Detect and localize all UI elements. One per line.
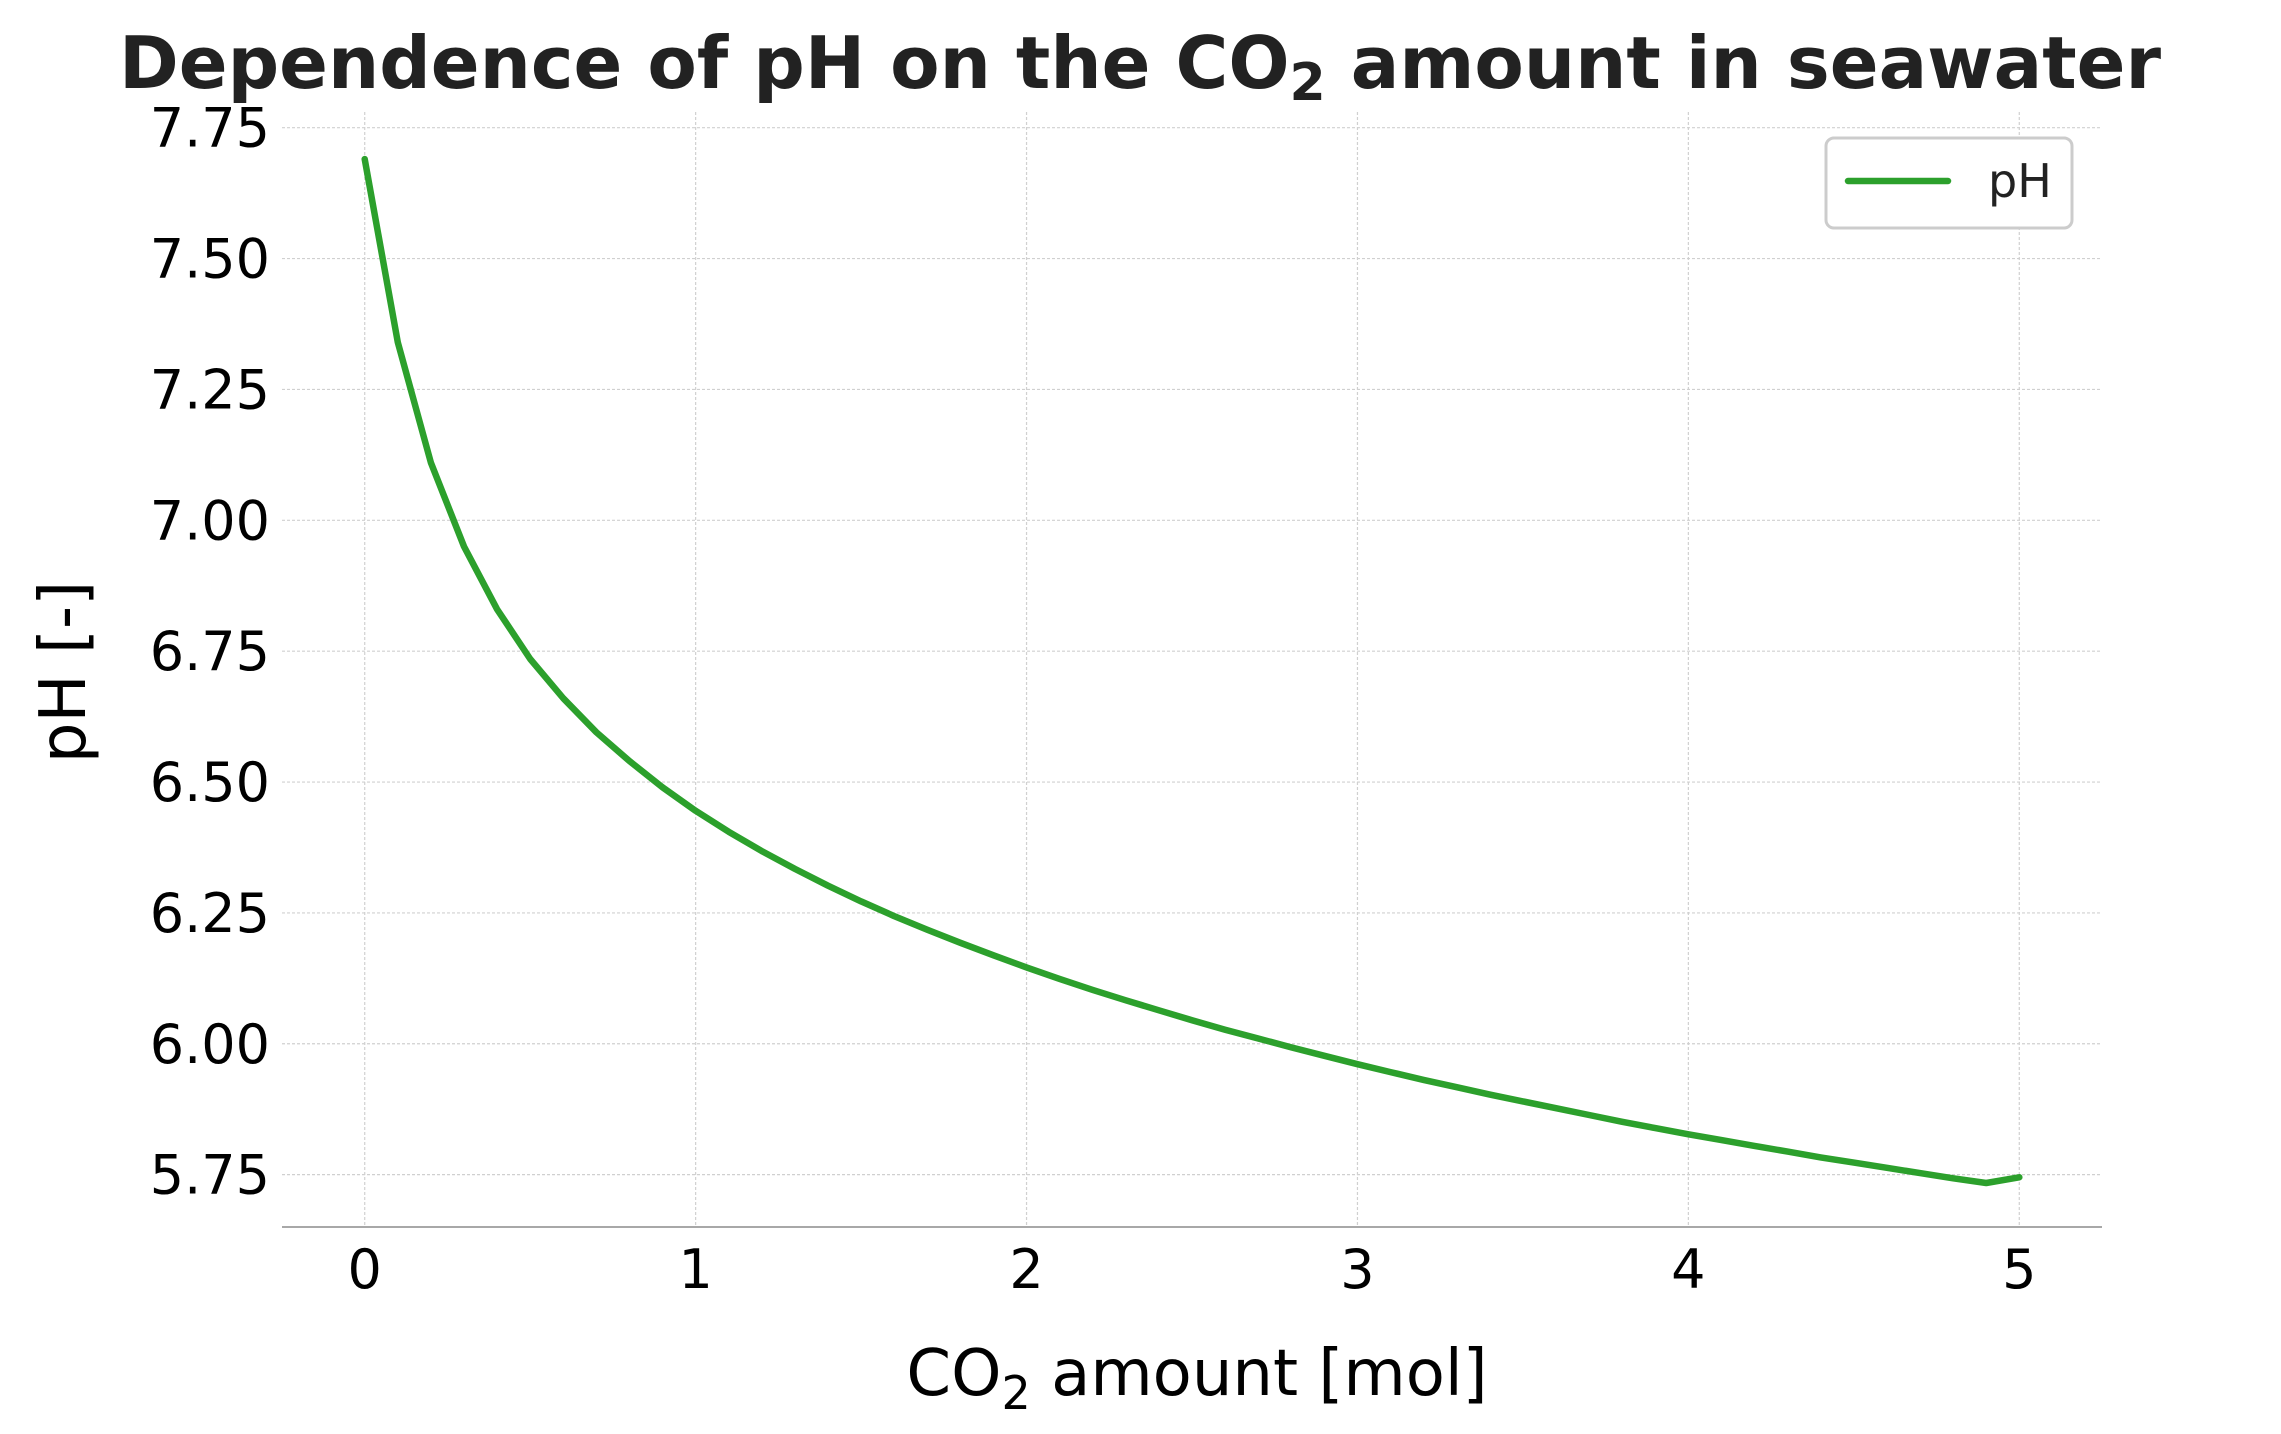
y-tick-label: 6.00 [150, 1013, 270, 1076]
y-tick-label: 6.25 [150, 882, 270, 945]
y-tick-label: 6.50 [150, 751, 270, 814]
y-tick-label: 5.75 [150, 1144, 270, 1207]
y-tick-label: 7.25 [150, 358, 270, 421]
y-axis-label: pH [-] [27, 581, 101, 763]
x-tick-label: 2 [1009, 1238, 1043, 1301]
x-tick-label: 4 [1671, 1238, 1705, 1301]
series-line-ph [361, 155, 2023, 1187]
x-axis-label: CO2 amount [mol] [906, 1337, 1487, 1420]
x-tick-label: 3 [1340, 1238, 1374, 1301]
x-tick-label: 5 [2002, 1238, 2036, 1301]
series [361, 155, 2023, 1187]
grid [282, 112, 2102, 1227]
y-tick-label: 7.50 [150, 228, 270, 291]
x-tick-label: 1 [678, 1238, 712, 1301]
y-tick-label: 7.75 [150, 97, 270, 160]
legend-label-ph: pH [1988, 154, 2052, 208]
x-tick-labels: 0 1 2 3 4 5 [348, 1238, 2037, 1301]
chart-title: Dependence of pH on the CO2 amount in se… [119, 21, 2162, 113]
y-tick-labels: 5.75 6.00 6.25 6.50 6.75 7.00 7.25 7.50 7.75 [150, 97, 270, 1207]
legend: pH [1824, 136, 2074, 230]
y-tick-label: 7.00 [150, 489, 270, 552]
x-tick-label: 0 [348, 1238, 382, 1301]
y-tick-label: 6.75 [150, 620, 270, 683]
